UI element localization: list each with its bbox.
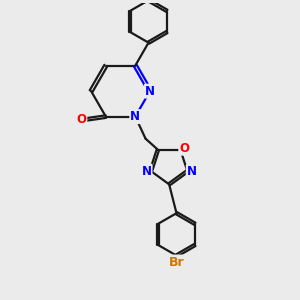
Text: N: N	[142, 165, 152, 178]
Text: N: N	[130, 110, 140, 123]
Text: O: O	[76, 113, 86, 126]
Text: N: N	[145, 85, 155, 98]
Text: O: O	[179, 142, 189, 155]
Text: Br: Br	[169, 256, 184, 268]
Text: N: N	[187, 165, 197, 178]
